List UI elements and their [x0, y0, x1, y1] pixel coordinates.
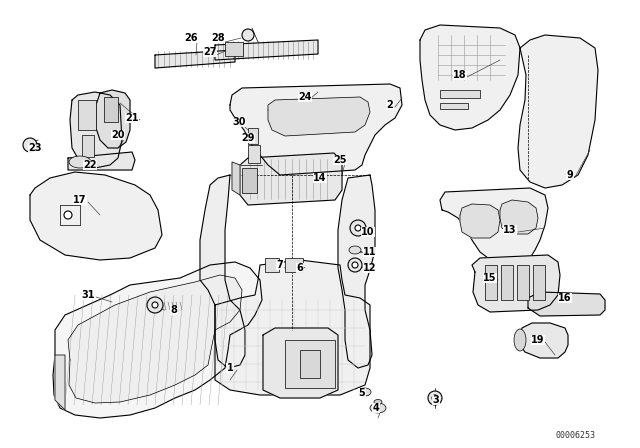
Text: 10: 10 [361, 227, 375, 237]
Bar [285, 258, 303, 272]
Polygon shape [70, 92, 122, 168]
Bar [265, 258, 279, 272]
Text: 24: 24 [298, 92, 312, 102]
Ellipse shape [69, 156, 91, 168]
Polygon shape [518, 35, 598, 188]
Circle shape [348, 258, 362, 272]
Circle shape [428, 391, 442, 405]
Text: 3: 3 [433, 395, 440, 405]
Text: 25: 25 [333, 155, 347, 165]
Ellipse shape [349, 246, 361, 254]
Text: 9: 9 [566, 170, 573, 180]
Text: 13: 13 [503, 225, 516, 235]
Bar [248, 145, 260, 163]
Text: 11: 11 [364, 247, 377, 257]
Polygon shape [232, 162, 240, 195]
Text: 31: 31 [81, 290, 95, 300]
Circle shape [355, 225, 361, 231]
Bar [225, 42, 243, 56]
Polygon shape [520, 323, 568, 358]
Polygon shape [96, 90, 130, 148]
Text: 14: 14 [313, 173, 327, 183]
Bar [242, 168, 257, 193]
Text: 19: 19 [531, 335, 545, 345]
Text: 26: 26 [184, 33, 198, 43]
Text: 00006253: 00006253 [555, 431, 595, 439]
Polygon shape [263, 328, 338, 398]
Polygon shape [240, 153, 342, 205]
Polygon shape [472, 255, 560, 312]
Text: 15: 15 [483, 273, 497, 283]
Text: 18: 18 [453, 70, 467, 80]
Ellipse shape [374, 400, 382, 405]
Polygon shape [215, 40, 318, 60]
Text: 27: 27 [204, 47, 217, 57]
Polygon shape [500, 200, 538, 234]
Circle shape [152, 302, 158, 308]
Text: 6: 6 [296, 263, 303, 273]
Bar [248, 128, 258, 144]
Polygon shape [528, 292, 605, 316]
Text: 29: 29 [241, 133, 255, 143]
Bar [300, 350, 320, 378]
Text: 16: 16 [558, 293, 572, 303]
Text: 17: 17 [73, 195, 87, 205]
Circle shape [147, 297, 163, 313]
Bar [440, 90, 480, 98]
Bar [485, 265, 497, 300]
Bar [78, 100, 96, 130]
Bar [82, 135, 94, 157]
Polygon shape [30, 172, 162, 260]
Circle shape [352, 262, 358, 268]
Polygon shape [338, 175, 375, 368]
Polygon shape [460, 204, 500, 238]
Bar [104, 97, 118, 122]
Ellipse shape [359, 388, 371, 396]
Text: 4: 4 [372, 403, 380, 413]
Text: 30: 30 [232, 117, 246, 127]
Circle shape [242, 29, 254, 41]
Polygon shape [155, 50, 235, 68]
Text: 1: 1 [227, 363, 234, 373]
Polygon shape [268, 97, 370, 136]
Text: 8: 8 [171, 305, 177, 315]
Polygon shape [68, 152, 135, 170]
Ellipse shape [514, 329, 526, 351]
Circle shape [432, 395, 438, 401]
Polygon shape [200, 175, 245, 368]
Text: 7: 7 [276, 260, 284, 270]
Text: 23: 23 [28, 143, 42, 153]
Polygon shape [68, 275, 242, 403]
Bar [533, 265, 545, 300]
Bar [440, 103, 468, 109]
Polygon shape [230, 84, 402, 175]
Circle shape [350, 220, 366, 236]
Bar [517, 265, 529, 300]
Polygon shape [440, 188, 548, 262]
Text: 12: 12 [364, 263, 377, 273]
Circle shape [64, 211, 72, 219]
Text: 20: 20 [111, 130, 125, 140]
Text: 21: 21 [125, 113, 139, 123]
Polygon shape [420, 25, 520, 130]
Polygon shape [53, 262, 262, 418]
Polygon shape [215, 260, 370, 395]
Circle shape [23, 138, 37, 152]
Polygon shape [55, 355, 65, 410]
Bar [285, 340, 335, 388]
Text: 22: 22 [83, 160, 97, 170]
Ellipse shape [370, 403, 386, 413]
Text: 28: 28 [211, 33, 225, 43]
Text: 2: 2 [387, 100, 394, 110]
Text: 5: 5 [358, 388, 365, 398]
Bar [501, 265, 513, 300]
